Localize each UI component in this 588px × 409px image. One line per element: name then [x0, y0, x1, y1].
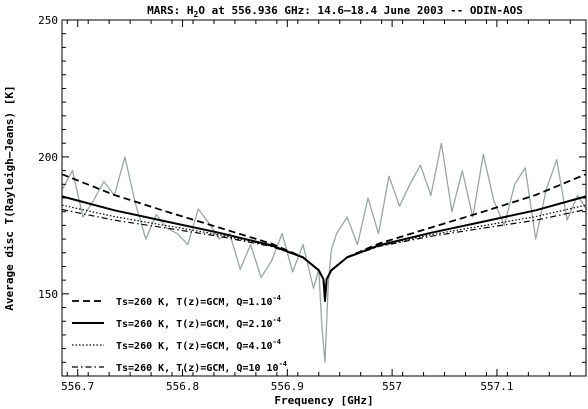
series-line-noisy: [61, 142, 587, 363]
x-tick-label: 556.7: [61, 380, 94, 393]
y-tick-label: 150: [38, 288, 58, 301]
x-tick-label: 557.1: [480, 380, 513, 393]
x-tick-label: 556.9: [271, 380, 304, 393]
x-axis: 556.7 556.8 556.9 557 557.1: [61, 20, 571, 393]
legend: Ts=260 K, T(z)=GCM, Q=1.10-4 Ts=260 K, T(…: [72, 294, 287, 374]
plot-area: [61, 142, 587, 363]
legend-label: Ts=260 K, T(z)=GCM, Q=2.10-4: [116, 316, 281, 330]
x-tick-label: 557: [382, 380, 402, 393]
x-axis-label: Frequency [GHz]: [274, 394, 373, 407]
series-line-solid: [61, 195, 587, 302]
y-axis-label: Average disc T(Rayleigh–Jeans) [K]: [3, 85, 16, 310]
chart-title: MARS: H2O at 556.936 GHz: 14.6–18.4 June…: [147, 4, 523, 19]
y-tick-label: 250: [38, 14, 58, 27]
series-line-dashdot: [61, 208, 587, 300]
series-line-dashed: [61, 173, 587, 299]
legend-label: Ts=260 K, T(z)=GCM, Q=1.10-4: [116, 294, 281, 308]
x-tick-label: 556.8: [166, 380, 199, 393]
y-axis: 150 200 250: [38, 14, 586, 363]
y-tick-label: 200: [38, 151, 58, 164]
legend-label: Ts=260 K, T(z)=GCM, Q=10 10-4: [116, 360, 287, 374]
legend-label: Ts=260 K, T(z)=GCM, Q=4.10-4: [116, 338, 281, 352]
